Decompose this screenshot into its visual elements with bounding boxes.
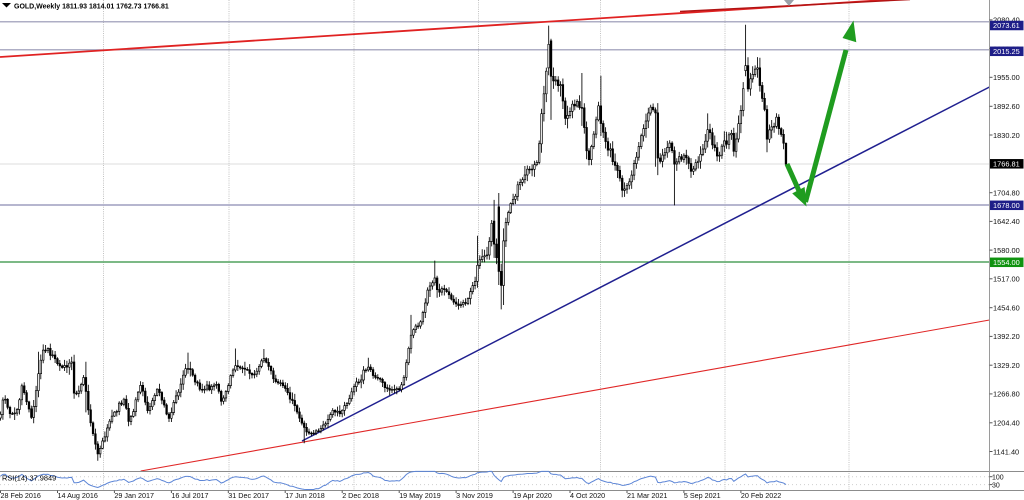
svg-text:2073.61: 2073.61 bbox=[993, 21, 1020, 30]
svg-text:1704.80: 1704.80 bbox=[993, 189, 1020, 198]
svg-text:21 Mar 2021: 21 Mar 2021 bbox=[627, 491, 667, 500]
svg-text:20 Feb 2022: 20 Feb 2022 bbox=[741, 491, 781, 500]
svg-text:1892.60: 1892.60 bbox=[993, 102, 1020, 111]
svg-text:4 Oct 2020: 4 Oct 2020 bbox=[570, 491, 605, 500]
svg-text:14 Aug 2016: 14 Aug 2016 bbox=[58, 491, 98, 500]
svg-text:17 Jun 2018: 17 Jun 2018 bbox=[285, 491, 325, 500]
svg-text:3 Nov 2019: 3 Nov 2019 bbox=[456, 491, 493, 500]
svg-text:1392.20: 1392.20 bbox=[993, 332, 1020, 341]
svg-text:1580.00: 1580.00 bbox=[993, 246, 1020, 255]
svg-text:2080.40: 2080.40 bbox=[993, 16, 1020, 25]
svg-text:GOLD,Weekly 1811.93 1814.01 1: GOLD,Weekly 1811.93 1814.01 1762.73 1766… bbox=[14, 4, 169, 11]
svg-text:1204.40: 1204.40 bbox=[993, 419, 1020, 428]
svg-text:1554.00: 1554.00 bbox=[993, 258, 1020, 267]
svg-text:1642.40: 1642.40 bbox=[993, 217, 1020, 226]
svg-text:1329.20: 1329.20 bbox=[993, 361, 1020, 370]
svg-text:5 Sep 2021: 5 Sep 2021 bbox=[684, 491, 721, 500]
svg-text:29 Jan 2017: 29 Jan 2017 bbox=[114, 491, 154, 500]
svg-text:30: 30 bbox=[992, 483, 1000, 490]
svg-text:1517.00: 1517.00 bbox=[993, 275, 1020, 284]
svg-text:19 Apr 2020: 19 Apr 2020 bbox=[513, 491, 552, 500]
svg-text:1955.00: 1955.00 bbox=[993, 73, 1020, 82]
svg-text:2 Dec 2018: 2 Dec 2018 bbox=[342, 491, 379, 500]
svg-text:31 Dec 2017: 31 Dec 2017 bbox=[228, 491, 269, 500]
svg-text:1454.60: 1454.60 bbox=[993, 304, 1020, 313]
svg-text:1830.20: 1830.20 bbox=[993, 131, 1020, 140]
svg-text:1141.40: 1141.40 bbox=[993, 447, 1019, 456]
svg-text:2015.25: 2015.25 bbox=[993, 47, 1020, 56]
svg-text:RSI(14) 37.9849: RSI(14) 37.9849 bbox=[2, 474, 56, 483]
svg-text:1678.00: 1678.00 bbox=[993, 201, 1020, 210]
svg-text:1766.81: 1766.81 bbox=[993, 159, 1020, 168]
svg-text:19 May 2019: 19 May 2019 bbox=[399, 491, 441, 500]
svg-text:16 Jul 2017: 16 Jul 2017 bbox=[171, 491, 208, 500]
svg-text:28 Feb 2016: 28 Feb 2016 bbox=[1, 491, 41, 500]
svg-text:1266.80: 1266.80 bbox=[993, 390, 1020, 399]
svg-text:100: 100 bbox=[992, 475, 1004, 482]
